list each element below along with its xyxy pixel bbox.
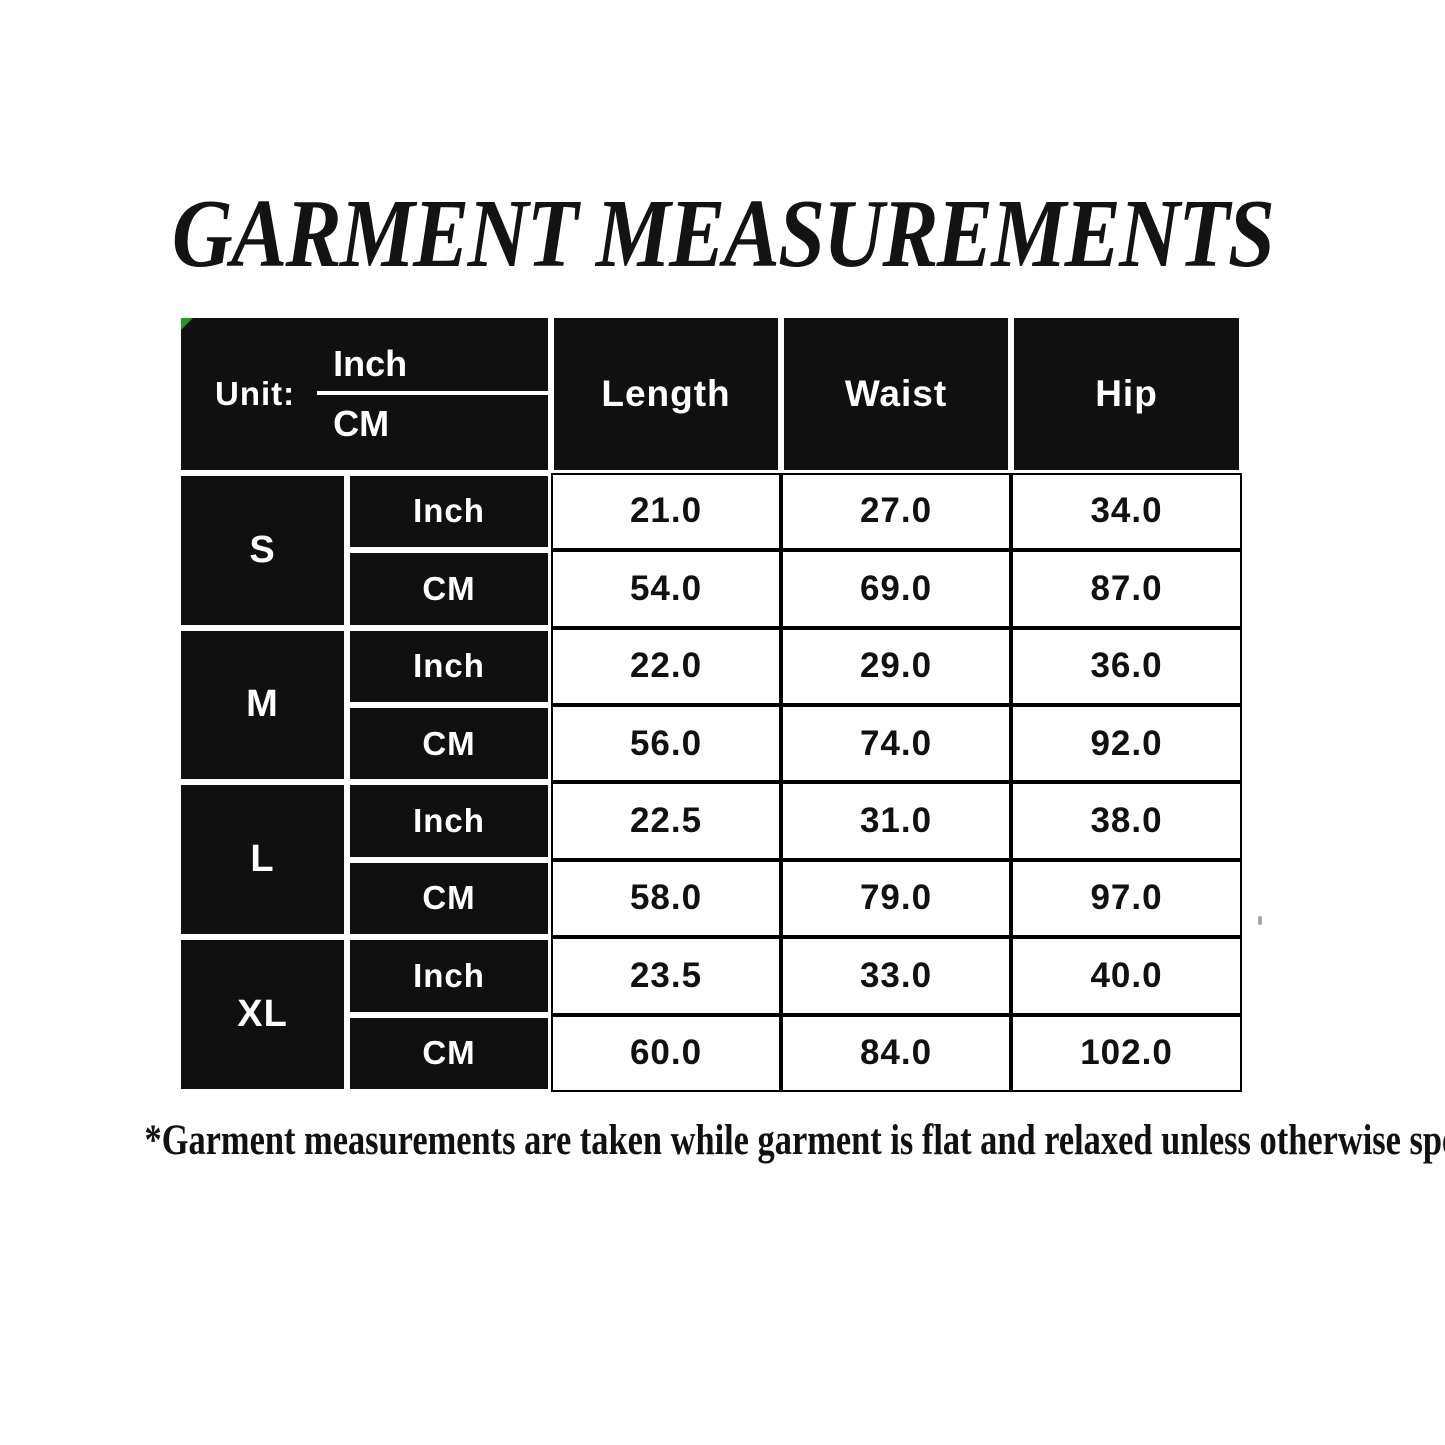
size-cell-m: M	[178, 627, 347, 783]
table-row: S Inch 21.0 27.0 34.0	[178, 472, 1242, 628]
unit-cell-label: Inch	[347, 472, 551, 551]
measurement-table-wrap: Unit: Inch CM Length Waist Hip S Inch 21…	[178, 315, 1242, 1092]
size-cell-l: L	[178, 782, 347, 938]
measurement-table: Unit: Inch CM Length Waist Hip S Inch 21…	[178, 315, 1242, 1092]
value-cell: 27.0	[781, 472, 1011, 551]
unit-fraction-group: Unit: Inch CM	[181, 318, 548, 470]
col-header-hip: Hip	[1011, 315, 1242, 473]
unit-fraction: Inch CM	[317, 343, 548, 445]
table-row: CM 58.0 79.0 97.0	[178, 859, 1242, 938]
col-header-waist: Waist	[781, 315, 1011, 473]
table-row: CM 54.0 69.0 87.0	[178, 550, 1242, 628]
value-cell: 40.0	[1011, 937, 1242, 1015]
value-cell: 92.0	[1011, 704, 1242, 783]
unit-cm-label: CM	[333, 402, 390, 444]
unit-cell-label: CM	[347, 1014, 551, 1092]
value-cell: 36.0	[1011, 627, 1242, 705]
unit-header-cell: Unit: Inch CM	[178, 315, 551, 473]
unit-inch-label: Inch	[317, 343, 548, 395]
table-row: CM 56.0 74.0 92.0	[178, 704, 1242, 783]
value-cell: 23.5	[551, 937, 781, 1015]
table-row: XL Inch 23.5 33.0 40.0	[178, 937, 1242, 1092]
value-cell: 74.0	[781, 704, 1011, 783]
size-cell-s: S	[178, 472, 347, 628]
table-row: CM 60.0 84.0 102.0	[178, 1014, 1242, 1092]
unit-cell-label: CM	[347, 704, 551, 783]
value-cell: 56.0	[551, 704, 781, 783]
value-cell: 21.0	[551, 472, 781, 551]
unit-label: Unit:	[215, 374, 296, 412]
value-cell: 60.0	[551, 1014, 781, 1092]
value-cell: 22.0	[551, 627, 781, 705]
value-cell: 79.0	[781, 859, 1011, 938]
col-header-length: Length	[551, 315, 781, 473]
value-cell: 38.0	[1011, 782, 1242, 860]
stray-mark	[1258, 916, 1262, 925]
page-title: GARMENT MEASUREMENTS	[171, 180, 1275, 288]
size-cell-xl: XL	[178, 937, 347, 1092]
value-cell: 29.0	[781, 627, 1011, 705]
value-cell: 87.0	[1011, 550, 1242, 628]
unit-cell-label: Inch	[347, 937, 551, 1015]
table-row: L Inch 22.5 31.0 38.0	[178, 782, 1242, 938]
value-cell: 34.0	[1011, 472, 1242, 551]
unit-cell-label: Inch	[347, 627, 551, 705]
value-cell: 22.5	[551, 782, 781, 860]
value-cell: 31.0	[781, 782, 1011, 860]
value-cell: 102.0	[1011, 1014, 1242, 1092]
excel-corner-marker-icon	[181, 318, 193, 330]
table-row: M Inch 22.0 29.0 36.0	[178, 627, 1242, 783]
unit-cell-label: CM	[347, 550, 551, 628]
value-cell: 97.0	[1011, 859, 1242, 938]
unit-cell-label: Inch	[347, 782, 551, 860]
unit-cell-label: CM	[347, 859, 551, 938]
value-cell: 54.0	[551, 550, 781, 628]
value-cell: 84.0	[781, 1014, 1011, 1092]
value-cell: 33.0	[781, 937, 1011, 1015]
table-header-row: Unit: Inch CM Length Waist Hip	[178, 315, 1242, 473]
value-cell: 58.0	[551, 859, 781, 938]
footnote: *Garment measurements are taken while ga…	[144, 1117, 1445, 1164]
value-cell: 69.0	[781, 550, 1011, 628]
